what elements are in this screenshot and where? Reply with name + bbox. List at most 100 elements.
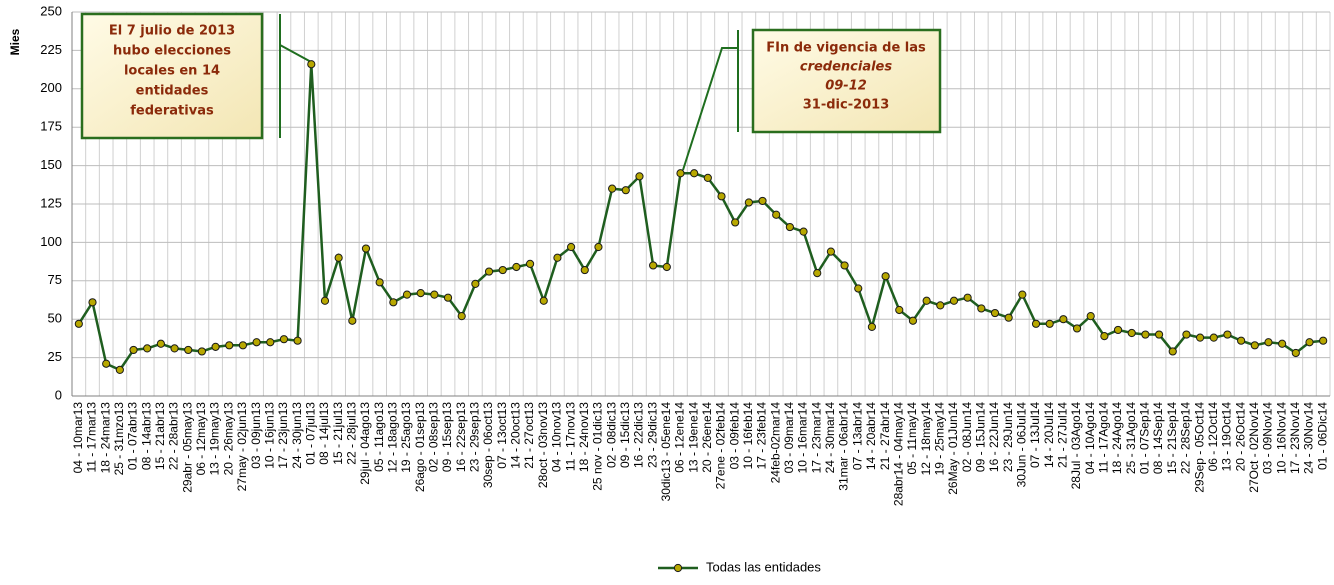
annotation-text: 31-dic-2013 [803,98,890,113]
x-tick-label: 29jul - 04ago13 [358,402,372,485]
data-point [867,322,877,331]
data-point [307,60,316,69]
y-tick-label: 225 [40,42,62,57]
data-point [621,186,630,195]
y-tick-label: 0 [55,387,62,402]
x-tick-label: 29Sep - 05Oct14 [1192,402,1206,493]
x-tick-label: 06 - 12Oct14 [1206,402,1220,472]
x-tick-label: 05 - 11may14 [905,402,919,475]
data-point [553,253,562,262]
x-tick-label: 12 - 18ago13 [386,402,400,473]
data-point [1031,319,1041,328]
data-point [895,305,904,315]
data-point [1127,328,1136,338]
data-point [211,342,220,351]
data-point [1045,319,1054,328]
y-tick-label: 175 [40,119,62,134]
x-tick-label: 03 - 09mar14 [782,402,796,474]
y-tick-label: 125 [40,195,62,210]
data-point [430,290,439,299]
data-point [990,308,1000,318]
data-point [758,196,767,206]
data-point [184,345,193,355]
data-point [1209,333,1218,342]
x-tick-label: 27Oct - 02Nov14 [1247,402,1261,493]
x-tick-label: 28oct - 03nov13 [536,402,550,488]
data-point [1223,330,1232,339]
x-tick-label: 28Jul - 03Ago14 [1069,402,1083,490]
legend-marker [673,563,683,573]
x-tick-label: 30Jun - 06Jul14 [1015,402,1029,488]
x-tick-label: 24 - 30mar14 [823,402,837,474]
x-tick-label: 22 - 28jul13 [344,402,358,465]
x-tick-label: 07 - 13abr14 [850,402,864,470]
x-tick-label: 01 - 07Sep14 [1138,402,1152,474]
data-point [566,242,576,252]
x-tick-label: 12 - 18may14 [919,402,933,476]
x-tick-label: 27ene - 02feb14 [714,402,728,490]
data-point [744,198,753,207]
x-tick-label: 21 - 27oct13 [522,402,536,469]
data-point [156,339,165,348]
x-tick-label: 23 - 29sep13 [468,402,482,472]
callout [279,44,314,64]
data-point [649,261,658,270]
data-point [676,169,685,178]
x-tick-label: 11 - 17nov13 [563,402,577,471]
data-point [484,267,494,276]
data-point [498,265,507,275]
data-point [1237,336,1246,345]
data-point [197,347,207,356]
x-tick-label: 26ago - 01sep13 [413,402,427,492]
data-point [238,341,248,350]
x-tick-label: 01 - 06Dic14 [1315,402,1329,470]
x-tick-label: 20 - 26ene14 [700,402,714,473]
data-point [74,319,83,328]
data-point [908,316,918,325]
data-point [785,222,794,232]
data-point [252,338,261,347]
x-tick-label: 13 - 19may13 [208,402,222,476]
annotation-text: locales en 14 [124,64,220,79]
y-tick-label: 75 [48,272,62,287]
data-point [416,288,425,298]
data-point [102,359,111,368]
data-point [1154,330,1164,339]
data-point [594,242,603,252]
x-tick-label: 26May - 01Jun14 [946,402,960,495]
data-point [1250,341,1259,350]
data-point [662,262,671,272]
x-tick-label: 01 - 07abr13 [126,402,140,470]
data-point [1319,336,1328,345]
data-point [1168,347,1177,356]
x-tick-label: 28abr14 - 04may14 [891,402,905,506]
annotation-text: credenciales [800,60,893,75]
data-point [840,261,849,270]
data-point [977,304,986,313]
x-tick-label: 19 - 25may14 [932,402,946,476]
data-point [525,259,535,269]
x-tick-label: 04 - 10nov13 [550,402,564,472]
data-point [799,227,808,236]
x-tick-label: 02 - 08dic13 [604,402,618,468]
annotation-text: federativas [130,104,214,119]
x-tick-label: 11 - 17mar13 [85,402,99,473]
data-point [608,184,617,193]
x-tick-label: 17 - 23jun13 [276,402,290,469]
data-point [690,169,699,178]
data-point [1264,338,1273,347]
x-tick-label: 29abr - 05may13 [180,402,194,493]
data-point [731,218,740,227]
x-tick-label: 17 - 23feb14 [755,402,769,470]
x-tick-label: 15 - 21jul13 [331,402,345,465]
x-tick-label: 10 - 16jun13 [262,402,276,469]
x-tick-label: 30sep - 06oct13 [481,402,495,488]
x-tick-label: 17 - 23mar14 [809,402,823,474]
x-tick-label: 31mar - 06abr14 [837,402,851,491]
annotation-text: hubo elecciones [113,44,231,59]
data-point [717,192,726,201]
x-tick-label: 21 - 27abr14 [878,402,892,470]
x-tick-label: 20 - 26may13 [221,402,235,476]
annotation: El 7 julio de 2013 hubo elecciones locales… [80,12,942,171]
data-point [1086,312,1095,321]
